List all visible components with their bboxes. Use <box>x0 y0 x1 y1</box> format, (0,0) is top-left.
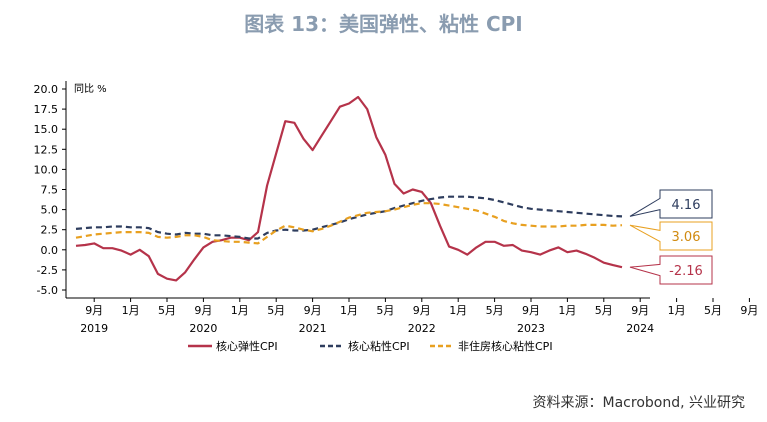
end-label-box <box>629 255 713 285</box>
y-tick-label: 2.5 <box>41 224 59 237</box>
end-label-box <box>629 221 713 251</box>
end-label-box <box>629 189 713 219</box>
year-label: 2024 <box>626 322 654 335</box>
x-tick-label: 5月 <box>486 304 504 317</box>
year-label: 2022 <box>408 322 436 335</box>
x-tick-label: 9月 <box>522 304 540 317</box>
y-tick-label: 5.0 <box>41 204 59 217</box>
x-tick-label: 9月 <box>413 304 431 317</box>
y-tick-label: -5.0 <box>37 284 58 297</box>
x-tick-label: 5月 <box>704 304 722 317</box>
end-label: -2.16 <box>669 264 703 279</box>
x-tick-label: 9月 <box>85 304 103 317</box>
y-tick-label: 15.0 <box>34 123 59 136</box>
x-tick-label: 5月 <box>158 304 176 317</box>
source-note: 资料来源：Macrobond, 兴业研究 <box>532 395 745 411</box>
y-tick-label: 10.0 <box>34 163 59 176</box>
y-axis-label: 同比 % <box>74 83 107 95</box>
y-tick-label: 12.5 <box>34 143 59 156</box>
year-label: 2019 <box>80 322 108 335</box>
y-tick-label: -2.5 <box>37 264 58 277</box>
x-tick-label: 9月 <box>740 304 758 317</box>
year-label: 2023 <box>517 322 545 335</box>
legend-label: 核心粘性CPI <box>348 339 410 353</box>
x-tick-label: 1月 <box>668 304 686 317</box>
end-label: 3.06 <box>672 230 701 245</box>
x-tick-label: 1月 <box>231 304 249 317</box>
x-tick-label: 5月 <box>595 304 613 317</box>
x-tick-label: 9月 <box>631 304 649 317</box>
series-line-3 <box>75 202 623 245</box>
year-label: 2021 <box>299 322 327 335</box>
x-tick-label: 1月 <box>122 304 140 317</box>
end-label: 4.16 <box>672 198 701 213</box>
x-tick-label: 9月 <box>194 304 212 317</box>
x-tick-label: 1月 <box>340 304 358 317</box>
y-tick-label: 17.5 <box>34 103 59 116</box>
y-tick-label: 20.0 <box>34 83 59 96</box>
x-tick-label: 1月 <box>558 304 576 317</box>
legend-label: 核心弹性CPI <box>216 339 278 353</box>
y-tick-label: 7.5 <box>41 184 59 197</box>
legend-label: 非住房核心粘性CPI <box>458 339 553 353</box>
x-tick-label: 9月 <box>304 304 322 317</box>
y-tick-label: 0.0 <box>41 244 59 257</box>
x-tick-label: 5月 <box>267 304 285 317</box>
x-tick-label: 5月 <box>376 304 394 317</box>
series-line-1 <box>75 95 623 282</box>
year-label: 2020 <box>189 322 217 335</box>
series-line-2 <box>75 195 623 240</box>
chart-title: 图表 13：美国弹性、粘性 CPI <box>244 12 523 36</box>
x-tick-label: 1月 <box>449 304 467 317</box>
